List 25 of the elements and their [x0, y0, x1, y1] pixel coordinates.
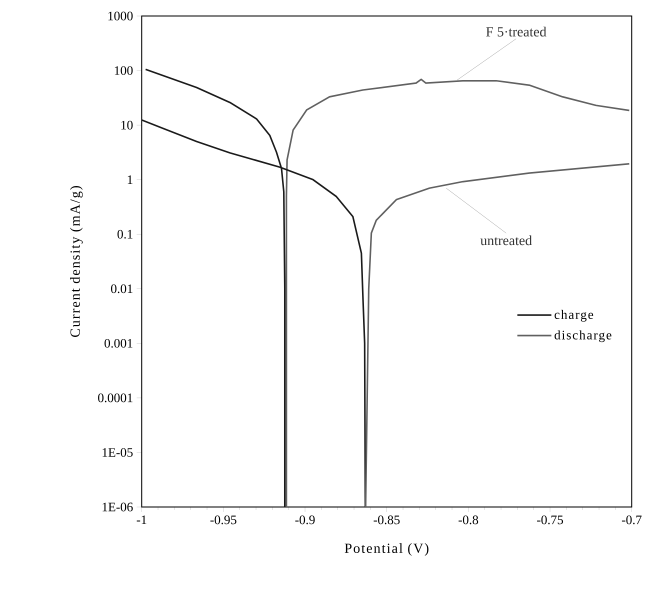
- x-tick-label: -0.95: [210, 516, 236, 524]
- y-tick-label: 100: [114, 66, 133, 75]
- y-tick-label: 0.1: [117, 230, 132, 239]
- y-tick-label: 0.01: [111, 284, 132, 294]
- annotation: untreated: [480, 235, 532, 246]
- y-tick-label: 1: [128, 175, 132, 184]
- y-tick-label: 0.001: [104, 338, 132, 348]
- y-tick-label: 1000: [108, 12, 133, 20]
- x-tick-label: -0.85: [374, 516, 400, 524]
- line-series: [364, 163, 630, 508]
- y-tick-label: 1E-06: [102, 502, 133, 512]
- legend-label: discharge: [554, 330, 612, 342]
- x-tick-label: -0.7: [622, 516, 642, 524]
- x-tick-label: -1: [136, 516, 146, 524]
- x-tick-label: -0.8: [458, 516, 478, 524]
- x-tick-label: -0.75: [537, 516, 564, 524]
- x-axis-title: Potential (V): [344, 543, 428, 556]
- annotation: F 5·treated: [486, 26, 546, 37]
- y-axis-title: Current density (mA/g): [70, 186, 83, 337]
- line-series: [286, 78, 630, 508]
- y-tick-label: 0.0001: [98, 394, 132, 402]
- y-tick-label: 10: [121, 120, 133, 130]
- x-tick-label: -0.9: [295, 516, 315, 524]
- y-tick-label: 1E-05: [102, 448, 133, 457]
- legend-label: charge: [554, 310, 594, 322]
